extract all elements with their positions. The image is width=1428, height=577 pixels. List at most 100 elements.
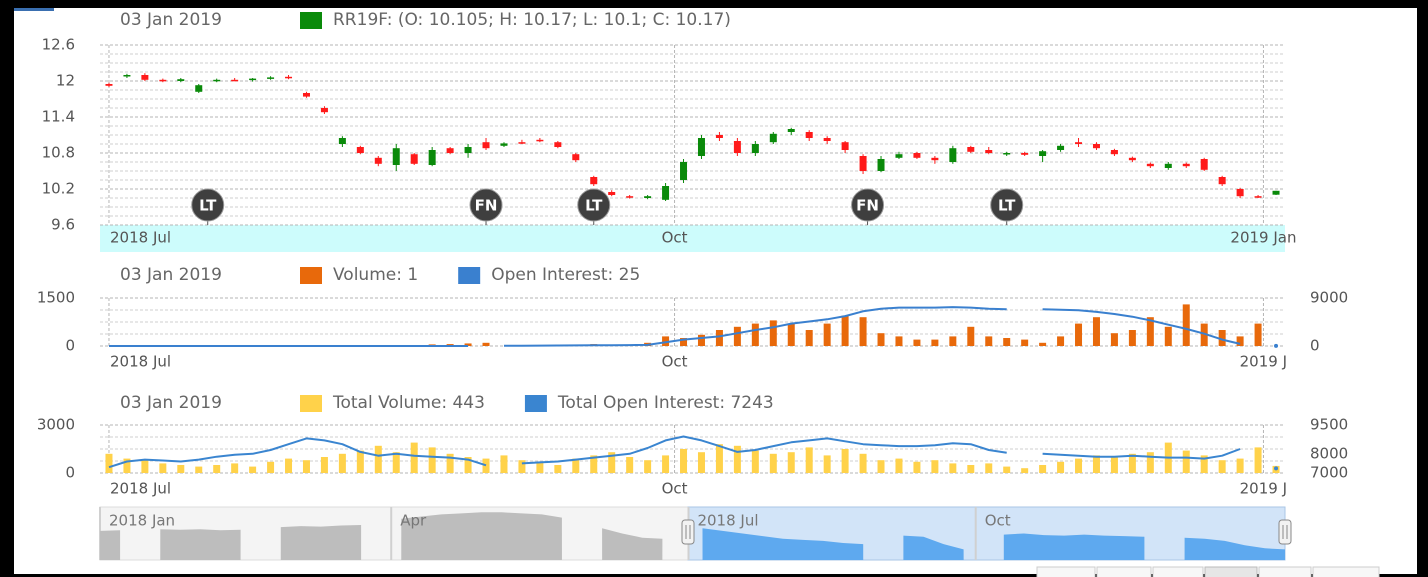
bar xyxy=(590,455,598,473)
candle-body xyxy=(572,154,580,161)
bar xyxy=(249,466,257,473)
line xyxy=(1042,448,1241,460)
bar xyxy=(302,460,310,473)
x-tick-label: 2019 Jan xyxy=(1230,229,1296,247)
date-band xyxy=(100,225,1285,252)
candle-body xyxy=(1075,142,1083,144)
line xyxy=(504,306,1007,347)
navigator-area xyxy=(280,525,362,560)
candle-body xyxy=(159,79,167,82)
bar xyxy=(1254,323,1262,346)
candle-body xyxy=(1110,150,1118,155)
bar xyxy=(159,463,167,473)
legend-swatch xyxy=(300,12,322,29)
candle-body xyxy=(1128,157,1136,161)
candle-body xyxy=(320,108,328,113)
x-tick-label: 2018 Jul xyxy=(110,229,171,247)
candle-body xyxy=(374,157,382,164)
y2-tick-label: 9000 xyxy=(1310,289,1348,307)
bar xyxy=(392,452,400,473)
line xyxy=(108,437,487,469)
candle-body xyxy=(949,148,957,162)
bar xyxy=(1164,326,1172,346)
line xyxy=(1042,308,1241,345)
event-marker xyxy=(469,188,503,222)
bar xyxy=(105,453,113,473)
button[interactable] xyxy=(1258,566,1312,577)
bar xyxy=(500,455,508,473)
bar xyxy=(967,326,975,346)
candle-body xyxy=(877,159,885,171)
y-tick-label: 10.2 xyxy=(42,180,75,198)
bar xyxy=(1236,458,1244,473)
bar xyxy=(428,447,436,473)
bar xyxy=(769,320,777,346)
line xyxy=(521,435,1007,465)
navigator-area xyxy=(1184,537,1285,560)
candle-body xyxy=(626,196,634,198)
candle-body xyxy=(482,142,490,149)
button[interactable] xyxy=(1312,566,1380,577)
legend-swatch xyxy=(300,267,322,284)
bar xyxy=(877,333,885,346)
candle-body xyxy=(608,192,616,195)
navigator-handle[interactable] xyxy=(1278,519,1292,545)
bar xyxy=(1057,461,1065,473)
bar xyxy=(1200,455,1208,473)
bar xyxy=(608,452,616,473)
bar xyxy=(1254,447,1262,473)
candle-body xyxy=(769,133,777,143)
navigator-area xyxy=(702,528,864,560)
bar xyxy=(1200,323,1208,346)
navigator-area xyxy=(100,530,121,560)
event-marker-label: FN xyxy=(475,197,498,215)
candle-body xyxy=(1236,189,1244,197)
bar xyxy=(141,460,149,473)
bar xyxy=(715,444,723,473)
bar xyxy=(1218,330,1226,346)
bar xyxy=(1128,330,1136,346)
button[interactable] xyxy=(1096,566,1152,577)
corner-strip xyxy=(14,8,54,11)
navigator-label: 2018 Jan xyxy=(109,512,175,530)
bar xyxy=(985,463,993,473)
legend-label: Total Open Interest: 7243 xyxy=(557,393,774,413)
bar xyxy=(769,453,777,473)
candle-body xyxy=(967,147,975,152)
bar xyxy=(751,323,759,346)
x-tick-label: Oct xyxy=(662,353,688,371)
bar xyxy=(1075,323,1083,346)
bar xyxy=(464,343,472,346)
navigator-label: 2018 Jul xyxy=(697,512,758,530)
bottom-buttons xyxy=(1036,566,1380,577)
bar xyxy=(464,457,472,473)
bar xyxy=(410,442,418,473)
navigator-area xyxy=(903,535,964,560)
bar xyxy=(626,457,634,473)
candle-body xyxy=(428,150,436,165)
navigator-handle[interactable] xyxy=(681,519,695,545)
bar xyxy=(662,455,670,473)
candle-body xyxy=(1272,190,1280,195)
button[interactable] xyxy=(1036,566,1096,577)
y-tick-label: 10.8 xyxy=(42,144,75,162)
candle-body xyxy=(1218,177,1226,185)
candle-body xyxy=(644,196,652,198)
event-marker-label: LT xyxy=(998,197,1016,215)
button[interactable] xyxy=(1152,566,1204,577)
candle-body xyxy=(249,78,257,81)
button[interactable] xyxy=(1204,566,1258,577)
candle-body xyxy=(931,157,939,161)
candle-body xyxy=(841,142,849,150)
navigator-label: Apr xyxy=(400,512,427,530)
candle-body xyxy=(1182,163,1190,167)
bar xyxy=(805,330,813,346)
event-marker xyxy=(577,188,611,222)
bar xyxy=(680,338,688,346)
candle-body xyxy=(123,75,131,77)
event-marker xyxy=(851,188,885,222)
bar xyxy=(231,463,239,473)
candle-body xyxy=(895,154,903,158)
y2-tick-label: 9500 xyxy=(1310,416,1348,434)
candle-body xyxy=(787,129,795,132)
